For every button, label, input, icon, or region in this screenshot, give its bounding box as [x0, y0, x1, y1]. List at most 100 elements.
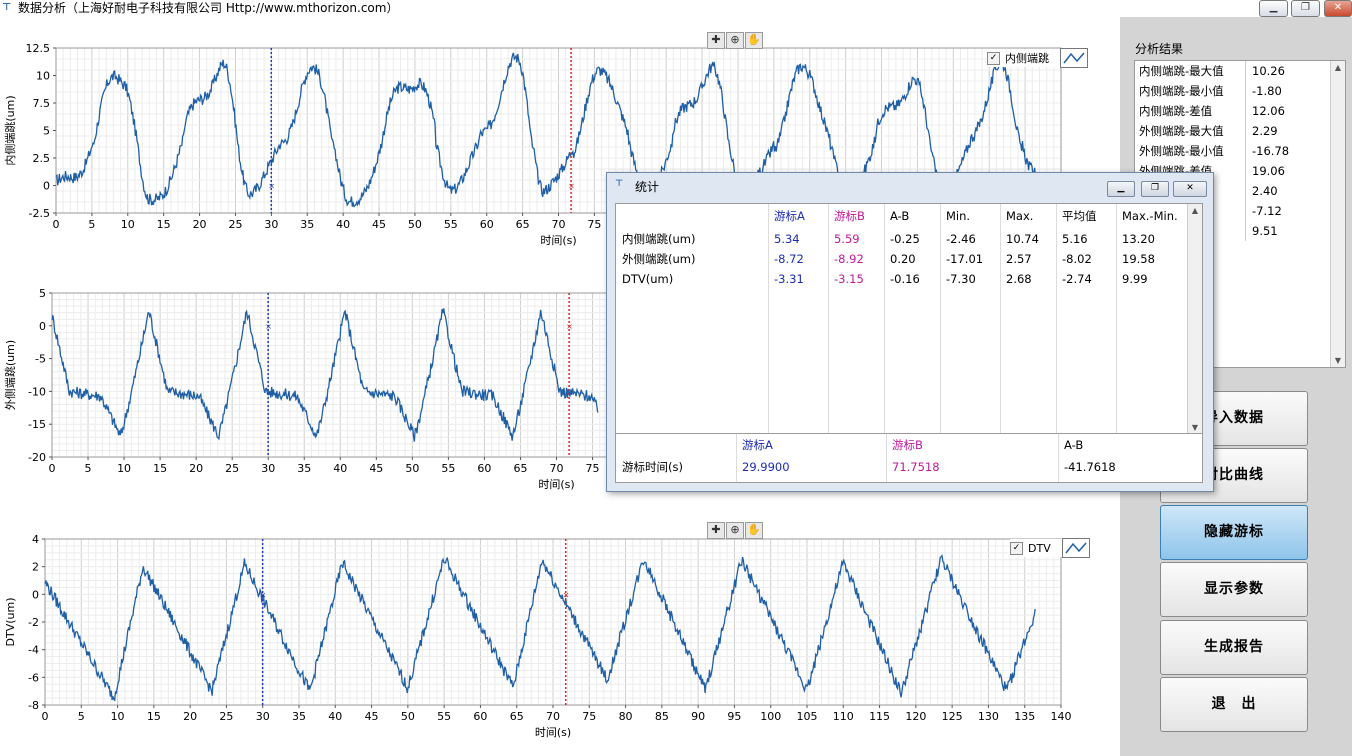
graph-toolbar-top: ✚ ⊕ ✋: [707, 32, 763, 49]
stats-minimize-button[interactable]: ▁: [1107, 181, 1135, 197]
x-tick-label: 20: [183, 710, 197, 723]
stats-cell: 内侧端跳(um): [622, 232, 696, 246]
scroll-up-icon[interactable]: ▲: [1334, 63, 1342, 72]
stats-cell: -3.15: [834, 272, 864, 286]
cursor-a-marker-icon[interactable]: ×: [265, 322, 272, 331]
cursor-b-marker-icon[interactable]: ×: [566, 322, 573, 331]
y-axis-label: 内侧端跳(um): [3, 95, 17, 165]
minimize-button[interactable]: ▁: [1259, 0, 1288, 17]
x-tick-label: 60: [477, 462, 491, 475]
scroll-up-icon[interactable]: ▲: [1191, 206, 1199, 215]
result-row: 外侧端跳-最小值 -16.78: [1135, 141, 1331, 161]
cursor-b-marker-icon[interactable]: ×: [568, 182, 575, 191]
x-axis-label: 时间(s): [535, 726, 571, 739]
stats-cell: 5.16: [1062, 232, 1088, 246]
stats-header-cell: 平均值: [1062, 209, 1097, 223]
cursor-a-marker-icon[interactable]: ×: [260, 590, 267, 599]
x-tick-label: 10: [117, 462, 131, 475]
x-tick-label: 45: [365, 710, 379, 723]
show-params-button[interactable]: 显示参数: [1160, 562, 1308, 617]
result-value: 2.40: [1245, 181, 1338, 201]
result-row: 2.40: [1135, 181, 1331, 201]
results-scrollbar[interactable]: ▲ ▼: [1330, 61, 1345, 367]
cursor-b-marker-icon[interactable]: ×: [563, 590, 570, 599]
grid-divider: [1058, 434, 1059, 482]
stats-cell: 5.34: [774, 232, 800, 246]
stats-cell: 外侧端跳(um): [622, 252, 696, 266]
pan-hand-icon[interactable]: ✋: [745, 522, 763, 539]
scroll-down-icon[interactable]: ▼: [1334, 356, 1342, 365]
minimize-icon: ▁: [1269, 2, 1278, 13]
inner-legend-checkbox[interactable]: ✓: [987, 51, 1000, 65]
x-tick-label: 25: [219, 710, 233, 723]
result-row: 内侧端跳-差值 12.06: [1135, 101, 1331, 121]
x-tick-label: 110: [833, 710, 854, 723]
x-tick-label: 60: [473, 710, 487, 723]
cursor-time-cell: 71.7518: [892, 460, 940, 474]
x-tick-label: 105: [797, 710, 818, 723]
series-line: [44, 554, 1036, 702]
scroll-down-icon[interactable]: ▼: [1191, 423, 1199, 432]
window-title: 数据分析（上海好耐电子科技有限公司 Http://www.mthorizon.c…: [18, 1, 399, 15]
x-tick-label: 35: [300, 218, 314, 231]
stats-header-cell: 游标B: [834, 209, 865, 223]
grid-divider: [886, 434, 887, 482]
compare-curves-button[interactable]: 对比曲线: [1160, 448, 1308, 503]
result-key: 外侧端跳-最小值: [1139, 144, 1224, 158]
stats-close-button[interactable]: ✕: [1173, 181, 1207, 197]
y-tick-label: -5: [35, 353, 46, 366]
plot-style-swatch[interactable]: [1060, 48, 1088, 68]
statistics-titlebar[interactable]: ⊤ 统计 ▁ ❐ ✕: [607, 173, 1213, 199]
grid-divider: [1056, 204, 1057, 434]
x-tick-label: 115: [869, 710, 890, 723]
x-tick-label: 70: [550, 462, 564, 475]
dtv-legend-checkbox[interactable]: ✓: [1010, 541, 1023, 555]
zoom-icon[interactable]: ⊕: [726, 32, 744, 49]
inner-legend: ✓ 内侧端跳: [987, 48, 1088, 68]
x-tick-label: 55: [444, 218, 458, 231]
crosshair-icon[interactable]: ✚: [707, 522, 725, 539]
y-tick-label: 5: [43, 125, 50, 138]
y-axis-label: DTV(um): [4, 598, 17, 647]
x-tick-label: 10: [111, 710, 125, 723]
x-tick-label: 25: [228, 218, 242, 231]
x-tick-label: 65: [513, 462, 527, 475]
statistics-scrollbar[interactable]: ▲ ▼: [1187, 204, 1202, 434]
series-line: [55, 52, 1037, 208]
hide-cursor-button[interactable]: 隐藏游标: [1160, 505, 1308, 560]
x-tick-label: 80: [619, 710, 633, 723]
result-value: -7.12: [1245, 201, 1338, 221]
crosshair-icon[interactable]: ✚: [707, 32, 725, 49]
app-icon: ⊤: [615, 179, 624, 189]
x-tick-label: 55: [437, 710, 451, 723]
x-tick-label: 40: [328, 710, 342, 723]
restore-button[interactable]: ❐: [1291, 0, 1320, 17]
stats-cell: DTV(um): [622, 272, 674, 286]
cursor-a-marker-icon[interactable]: ×: [268, 182, 275, 191]
stats-cell: -0.25: [890, 232, 920, 246]
stats-header-cell: A-B: [890, 209, 910, 223]
pan-hand-icon[interactable]: ✋: [745, 32, 763, 49]
plot-style-swatch[interactable]: [1061, 538, 1090, 558]
result-value: 9.51: [1245, 221, 1338, 241]
cursor-time-cell: -41.7618: [1064, 460, 1116, 474]
stats-cell: -17.01: [946, 252, 984, 266]
x-tick-label: 20: [193, 218, 207, 231]
zoom-icon[interactable]: ⊕: [726, 522, 744, 539]
cursor-header-cell: A-B: [1064, 438, 1084, 452]
x-tick-label: 90: [691, 710, 705, 723]
dtv-chart[interactable]: 420-2-4-6-80 5 10 15 20 25 30 35 40 45 50 55 60 65 70 7…: [0, 528, 1120, 756]
y-tick-label: 0: [32, 588, 39, 601]
exit-button[interactable]: 退 出: [1160, 677, 1308, 732]
y-tick-label: 2: [32, 561, 39, 574]
stats-restore-button[interactable]: ❐: [1141, 181, 1169, 197]
generate-report-button[interactable]: 生成报告: [1160, 620, 1308, 675]
grid-divider: [768, 204, 769, 434]
x-tick-label: 35: [292, 710, 306, 723]
close-button[interactable]: ✕: [1324, 0, 1352, 17]
grid-divider: [828, 204, 829, 434]
grid-divider: [940, 204, 941, 434]
result-value: 2.29: [1245, 121, 1338, 141]
stats-cell: 2.57: [1006, 252, 1032, 266]
result-key: 内侧端跳-最小值: [1139, 84, 1224, 98]
